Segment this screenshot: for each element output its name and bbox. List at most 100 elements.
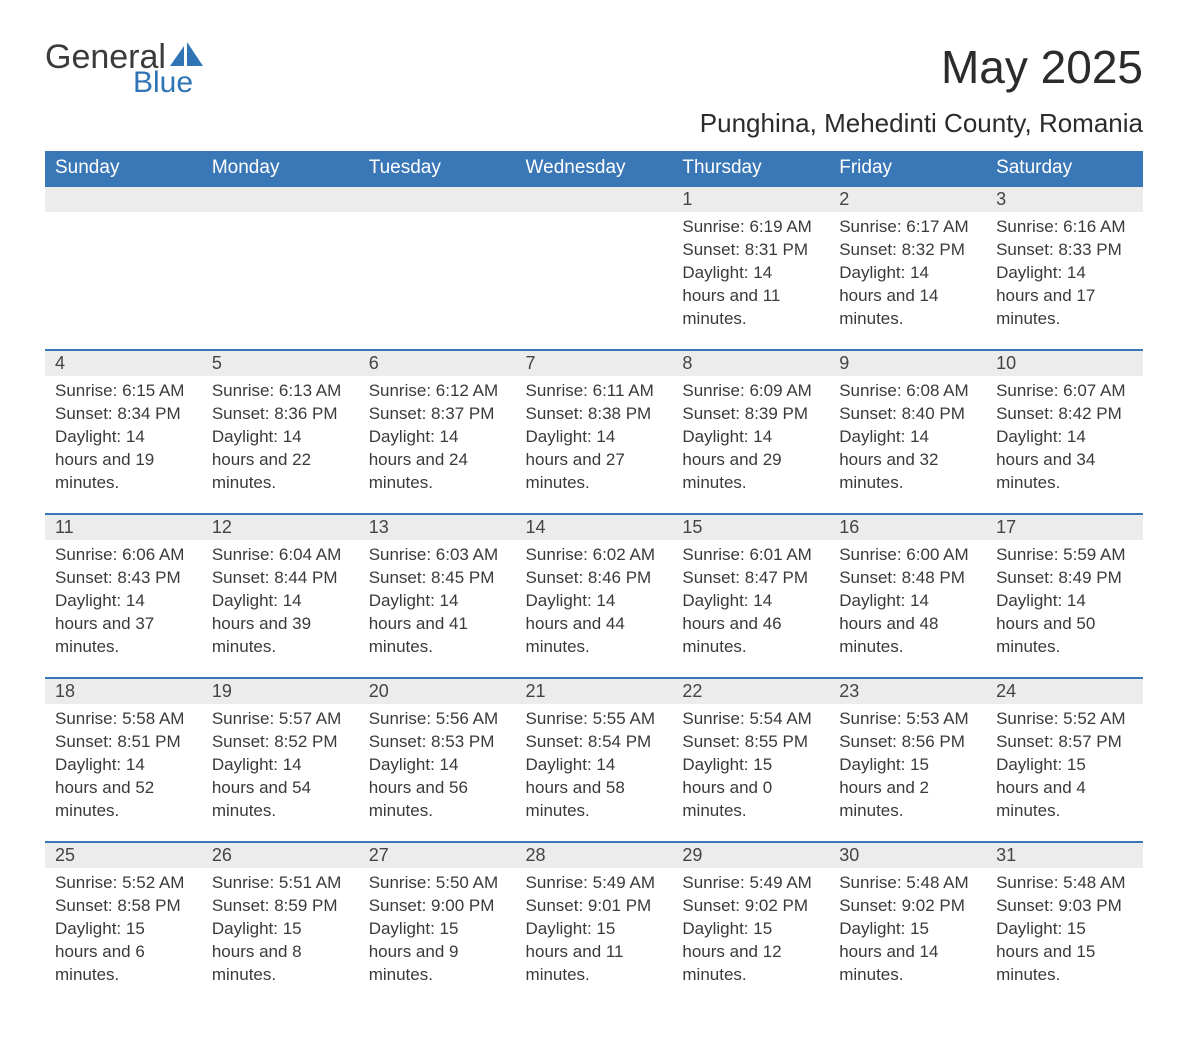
day-body-cell: Sunrise: 6:03 AMSunset: 8:45 PMDaylight:… <box>359 540 516 678</box>
daylight-line: Daylight: 15 hours and 8 minutes. <box>212 918 349 987</box>
day-body-cell: Sunrise: 5:55 AMSunset: 8:54 PMDaylight:… <box>516 704 673 842</box>
day-number-cell: 27 <box>359 842 516 868</box>
day-body-cell: Sunrise: 5:58 AMSunset: 8:51 PMDaylight:… <box>45 704 202 842</box>
daylight-line: Daylight: 15 hours and 15 minutes. <box>996 918 1133 987</box>
sunrise-line: Sunrise: 6:07 AM <box>996 380 1133 403</box>
sunrise-line: Sunrise: 6:06 AM <box>55 544 192 567</box>
day-number-cell: 10 <box>986 350 1143 376</box>
daylight-line: Daylight: 15 hours and 4 minutes. <box>996 754 1133 823</box>
daylight-line: Daylight: 14 hours and 19 minutes. <box>55 426 192 495</box>
day-body: Sunrise: 6:07 AMSunset: 8:42 PMDaylight:… <box>986 376 1143 505</box>
day-body: Sunrise: 5:58 AMSunset: 8:51 PMDaylight:… <box>45 704 202 833</box>
day-number-cell: 1 <box>672 186 829 212</box>
day-number-cell: 14 <box>516 514 673 540</box>
day-number-cell <box>359 186 516 212</box>
sunrise-line: Sunrise: 5:53 AM <box>839 708 976 731</box>
day-number-cell: 29 <box>672 842 829 868</box>
day-number-cell: 8 <box>672 350 829 376</box>
sunrise-line: Sunrise: 6:01 AM <box>682 544 819 567</box>
day-body-cell: Sunrise: 5:49 AMSunset: 9:01 PMDaylight:… <box>516 868 673 1006</box>
day-number-cell <box>202 186 359 212</box>
day-body: Sunrise: 6:08 AMSunset: 8:40 PMDaylight:… <box>829 376 986 505</box>
day-body-cell: Sunrise: 5:50 AMSunset: 9:00 PMDaylight:… <box>359 868 516 1006</box>
sunrise-line: Sunrise: 6:08 AM <box>839 380 976 403</box>
day-body: Sunrise: 5:49 AMSunset: 9:02 PMDaylight:… <box>672 868 829 997</box>
sunset-line: Sunset: 8:36 PM <box>212 403 349 426</box>
day-body: Sunrise: 6:16 AMSunset: 8:33 PMDaylight:… <box>986 212 1143 341</box>
weekday-header: Saturday <box>986 151 1143 186</box>
day-body-cell: Sunrise: 5:51 AMSunset: 8:59 PMDaylight:… <box>202 868 359 1006</box>
header-row: General Blue May 2025 Punghina, Mehedint… <box>45 40 1143 139</box>
daylight-line: Daylight: 15 hours and 2 minutes. <box>839 754 976 823</box>
day-body-cell: Sunrise: 6:07 AMSunset: 8:42 PMDaylight:… <box>986 376 1143 514</box>
sunset-line: Sunset: 8:42 PM <box>996 403 1133 426</box>
daylight-line: Daylight: 15 hours and 12 minutes. <box>682 918 819 987</box>
day-body-cell: Sunrise: 5:52 AMSunset: 8:58 PMDaylight:… <box>45 868 202 1006</box>
sunset-line: Sunset: 9:03 PM <box>996 895 1133 918</box>
sunrise-line: Sunrise: 5:52 AM <box>996 708 1133 731</box>
daylight-line: Daylight: 14 hours and 14 minutes. <box>839 262 976 331</box>
sunset-line: Sunset: 8:55 PM <box>682 731 819 754</box>
sunrise-line: Sunrise: 5:49 AM <box>682 872 819 895</box>
day-number-cell: 25 <box>45 842 202 868</box>
sunrise-line: Sunrise: 6:00 AM <box>839 544 976 567</box>
day-body-row: Sunrise: 5:58 AMSunset: 8:51 PMDaylight:… <box>45 704 1143 842</box>
day-number-cell: 11 <box>45 514 202 540</box>
day-body: Sunrise: 5:54 AMSunset: 8:55 PMDaylight:… <box>672 704 829 833</box>
sunrise-line: Sunrise: 5:49 AM <box>526 872 663 895</box>
sunset-line: Sunset: 8:32 PM <box>839 239 976 262</box>
daylight-line: Daylight: 14 hours and 37 minutes. <box>55 590 192 659</box>
day-body: Sunrise: 6:13 AMSunset: 8:36 PMDaylight:… <box>202 376 359 505</box>
day-number-cell: 13 <box>359 514 516 540</box>
day-body: Sunrise: 6:02 AMSunset: 8:46 PMDaylight:… <box>516 540 673 669</box>
day-body-cell: Sunrise: 6:02 AMSunset: 8:46 PMDaylight:… <box>516 540 673 678</box>
sunrise-line: Sunrise: 5:57 AM <box>212 708 349 731</box>
day-number-cell: 2 <box>829 186 986 212</box>
sunrise-line: Sunrise: 6:11 AM <box>526 380 663 403</box>
day-number-cell: 20 <box>359 678 516 704</box>
day-number-row: 45678910 <box>45 350 1143 376</box>
sunrise-line: Sunrise: 5:51 AM <box>212 872 349 895</box>
daylight-line: Daylight: 14 hours and 54 minutes. <box>212 754 349 823</box>
daylight-line: Daylight: 14 hours and 11 minutes. <box>682 262 819 331</box>
sunset-line: Sunset: 8:43 PM <box>55 567 192 590</box>
sunset-line: Sunset: 8:37 PM <box>369 403 506 426</box>
weekday-header: Sunday <box>45 151 202 186</box>
day-body-cell: Sunrise: 5:48 AMSunset: 9:03 PMDaylight:… <box>986 868 1143 1006</box>
sunset-line: Sunset: 8:56 PM <box>839 731 976 754</box>
sunrise-line: Sunrise: 6:13 AM <box>212 380 349 403</box>
daylight-line: Daylight: 14 hours and 27 minutes. <box>526 426 663 495</box>
sunset-line: Sunset: 8:59 PM <box>212 895 349 918</box>
day-body-cell: Sunrise: 6:13 AMSunset: 8:36 PMDaylight:… <box>202 376 359 514</box>
day-body-cell: Sunrise: 5:48 AMSunset: 9:02 PMDaylight:… <box>829 868 986 1006</box>
day-body: Sunrise: 6:01 AMSunset: 8:47 PMDaylight:… <box>672 540 829 669</box>
sunrise-line: Sunrise: 6:02 AM <box>526 544 663 567</box>
sunset-line: Sunset: 9:02 PM <box>839 895 976 918</box>
sunset-line: Sunset: 9:02 PM <box>682 895 819 918</box>
day-body: Sunrise: 6:17 AMSunset: 8:32 PMDaylight:… <box>829 212 986 341</box>
day-number-cell: 26 <box>202 842 359 868</box>
day-number-cell: 9 <box>829 350 986 376</box>
sunrise-line: Sunrise: 6:16 AM <box>996 216 1133 239</box>
day-number-row: 123 <box>45 186 1143 212</box>
day-number-cell <box>516 186 673 212</box>
day-number-cell: 22 <box>672 678 829 704</box>
sunset-line: Sunset: 8:46 PM <box>526 567 663 590</box>
day-body-cell: Sunrise: 5:52 AMSunset: 8:57 PMDaylight:… <box>986 704 1143 842</box>
day-body-cell: Sunrise: 5:54 AMSunset: 8:55 PMDaylight:… <box>672 704 829 842</box>
day-body-cell: Sunrise: 6:19 AMSunset: 8:31 PMDaylight:… <box>672 212 829 350</box>
weekday-header-row: SundayMondayTuesdayWednesdayThursdayFrid… <box>45 151 1143 186</box>
sunset-line: Sunset: 8:52 PM <box>212 731 349 754</box>
daylight-line: Daylight: 14 hours and 46 minutes. <box>682 590 819 659</box>
sunrise-line: Sunrise: 6:19 AM <box>682 216 819 239</box>
sunrise-line: Sunrise: 5:48 AM <box>839 872 976 895</box>
sunset-line: Sunset: 8:39 PM <box>682 403 819 426</box>
sunrise-line: Sunrise: 6:15 AM <box>55 380 192 403</box>
daylight-line: Daylight: 14 hours and 32 minutes. <box>839 426 976 495</box>
daylight-line: Daylight: 14 hours and 50 minutes. <box>996 590 1133 659</box>
day-body-cell <box>359 212 516 350</box>
sunrise-line: Sunrise: 5:58 AM <box>55 708 192 731</box>
daylight-line: Daylight: 14 hours and 22 minutes. <box>212 426 349 495</box>
day-number-cell: 17 <box>986 514 1143 540</box>
daylight-line: Daylight: 15 hours and 6 minutes. <box>55 918 192 987</box>
